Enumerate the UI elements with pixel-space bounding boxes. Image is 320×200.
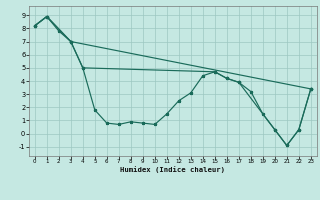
X-axis label: Humidex (Indice chaleur): Humidex (Indice chaleur)	[120, 166, 225, 173]
